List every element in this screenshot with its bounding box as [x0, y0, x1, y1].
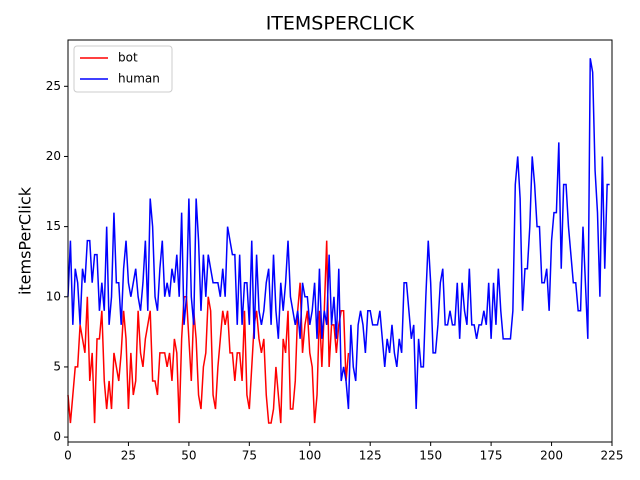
- line: [67, 240, 350, 424]
- x-tick-label: 150: [419, 449, 442, 463]
- y-tick-label: 15: [46, 219, 61, 233]
- legend-label: human: [118, 72, 160, 86]
- x-tick-label: 50: [181, 449, 196, 463]
- x-tick-label: 25: [121, 449, 136, 463]
- line: [67, 58, 610, 410]
- y-tick-label: 10: [46, 289, 61, 303]
- axes-frame: [67, 39, 613, 443]
- x-tick-label: 0: [64, 449, 72, 463]
- legend-label: bot: [118, 51, 138, 65]
- x-tick-label: 125: [359, 449, 382, 463]
- x-tick-label: 175: [480, 449, 503, 463]
- y-tick-label: 25: [46, 79, 61, 93]
- y-axis-label: itemsPerClick: [16, 186, 35, 295]
- x-tick-label: 200: [540, 449, 563, 463]
- y-tick-label: 0: [53, 430, 61, 444]
- x-tick-label: 225: [601, 449, 624, 463]
- y-tick-label: 20: [46, 149, 61, 163]
- x-tick-label: 100: [298, 449, 321, 463]
- y-tick-label: 5: [53, 359, 61, 373]
- chart-title: ITEMSPERCLICK: [266, 13, 415, 35]
- x-tick-label: 75: [242, 449, 257, 463]
